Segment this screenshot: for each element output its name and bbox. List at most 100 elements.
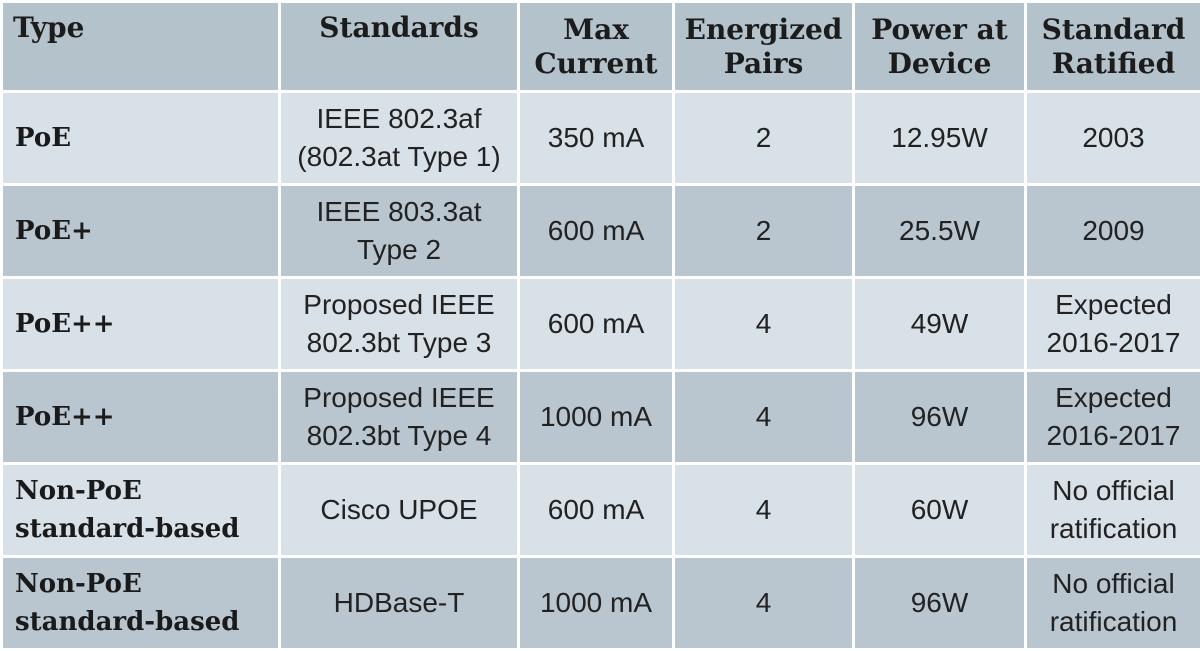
cell-standard-ratified: 2003 <box>1026 92 1200 185</box>
cell-standards-line: (802.3at Type 1) <box>289 138 509 176</box>
cell-energized-pairs-value: 2 <box>756 215 772 246</box>
cell-standard-ratified-line: ratification <box>1035 603 1192 641</box>
cell-energized-pairs: 4 <box>674 278 854 371</box>
cell-max-current: 600 mA <box>519 185 674 278</box>
cell-standards-line: Cisco UPOE <box>289 491 509 529</box>
cell-power-at-device: 12.95W <box>854 92 1026 185</box>
table-body: PoE IEEE 802.3af(802.3at Type 1) 350 mA 2 12… <box>2 92 1200 650</box>
cell-power-at-device: 96W <box>854 371 1026 464</box>
cell-standard-ratified-line: ratification <box>1035 510 1192 548</box>
header-max-current-line: Current <box>528 47 664 81</box>
cell-standard-ratified-line: 2016-2017 <box>1035 324 1192 362</box>
header-standard-ratified-line: Standard <box>1035 13 1192 47</box>
header-energized-pairs-line: Pairs <box>683 47 844 81</box>
cell-type: PoE++ <box>2 371 280 464</box>
cell-type-line: standard-based <box>15 510 270 548</box>
header-standards-label: Standards <box>319 11 478 44</box>
header-power-at-device: Power at Device <box>854 2 1026 92</box>
cell-power-at-device-value: 96W <box>911 401 969 432</box>
cell-energized-pairs-value: 4 <box>756 308 772 339</box>
cell-power-at-device: 96W <box>854 557 1026 650</box>
cell-max-current-value: 350 mA <box>548 122 645 153</box>
cell-power-at-device-value: 96W <box>911 587 969 618</box>
cell-standards-line: Type 2 <box>289 231 509 269</box>
cell-standard-ratified-line: 2009 <box>1035 212 1192 250</box>
header-max-current-line: Max <box>528 13 664 47</box>
header-row: Type Standards Max Current Energized Pai… <box>2 2 1200 92</box>
cell-type-line: PoE++ <box>15 398 270 436</box>
cell-type: PoE+ <box>2 185 280 278</box>
header-power-at-device-line: Device <box>863 47 1016 81</box>
cell-max-current-value: 600 mA <box>548 308 645 339</box>
cell-standard-ratified-line: 2003 <box>1035 119 1192 157</box>
cell-standards-line: HDBase-T <box>289 584 509 622</box>
cell-energized-pairs: 4 <box>674 371 854 464</box>
cell-power-at-device: 60W <box>854 464 1026 557</box>
cell-type-line: Non-PoE <box>15 472 270 510</box>
cell-max-current-value: 1000 mA <box>540 587 652 618</box>
cell-power-at-device-value: 25.5W <box>899 215 980 246</box>
header-power-at-device-line: Power at <box>863 13 1016 47</box>
cell-max-current: 600 mA <box>519 464 674 557</box>
cell-max-current: 1000 mA <box>519 371 674 464</box>
cell-power-at-device: 25.5W <box>854 185 1026 278</box>
cell-max-current: 600 mA <box>519 278 674 371</box>
cell-power-at-device-value: 12.95W <box>891 122 988 153</box>
cell-standards-line: 802.3bt Type 3 <box>289 324 509 362</box>
header-energized-pairs-line: Energized <box>683 13 844 47</box>
cell-power-at-device-value: 49W <box>911 308 969 339</box>
cell-power-at-device: 49W <box>854 278 1026 371</box>
cell-max-current: 1000 mA <box>519 557 674 650</box>
cell-energized-pairs-value: 2 <box>756 122 772 153</box>
cell-type: PoE++ <box>2 278 280 371</box>
cell-max-current-value: 600 mA <box>548 215 645 246</box>
cell-energized-pairs: 2 <box>674 185 854 278</box>
header-standard-ratified: Standard Ratified <box>1026 2 1200 92</box>
cell-type: PoE <box>2 92 280 185</box>
cell-energized-pairs-value: 4 <box>756 401 772 432</box>
cell-standards-line: 802.3bt Type 4 <box>289 417 509 455</box>
header-max-current: Max Current <box>519 2 674 92</box>
header-type: Type <box>2 2 280 92</box>
cell-energized-pairs-value: 4 <box>756 494 772 525</box>
cell-standards-line: Proposed IEEE <box>289 286 509 324</box>
cell-standard-ratified-line: 2016-2017 <box>1035 417 1192 455</box>
header-type-label: Type <box>13 11 84 44</box>
cell-standards-line: IEEE 803.3at <box>289 193 509 231</box>
header-energized-pairs: Energized Pairs <box>674 2 854 92</box>
cell-standard-ratified-line: No official <box>1035 472 1192 510</box>
cell-type-line: standard-based <box>15 603 270 641</box>
table-header: Type Standards Max Current Energized Pai… <box>2 2 1200 92</box>
table-row: PoE IEEE 802.3af(802.3at Type 1) 350 mA 2 12… <box>2 92 1200 185</box>
cell-standards: HDBase-T <box>280 557 519 650</box>
cell-max-current-value: 1000 mA <box>540 401 652 432</box>
cell-standard-ratified-line: Expected <box>1035 379 1192 417</box>
header-standards: Standards <box>280 2 519 92</box>
cell-standard-ratified-line: No official <box>1035 565 1192 603</box>
cell-standards-line: IEEE 802.3af <box>289 100 509 138</box>
cell-energized-pairs: 4 <box>674 557 854 650</box>
cell-type-line: PoE+ <box>15 212 270 250</box>
cell-standards-line: Proposed IEEE <box>289 379 509 417</box>
cell-type-line: PoE++ <box>15 305 270 343</box>
cell-energized-pairs: 4 <box>674 464 854 557</box>
cell-standards: Cisco UPOE <box>280 464 519 557</box>
cell-standard-ratified: 2009 <box>1026 185 1200 278</box>
cell-type-line: PoE <box>15 119 270 157</box>
cell-max-current: 350 mA <box>519 92 674 185</box>
cell-standards: IEEE 802.3af(802.3at Type 1) <box>280 92 519 185</box>
